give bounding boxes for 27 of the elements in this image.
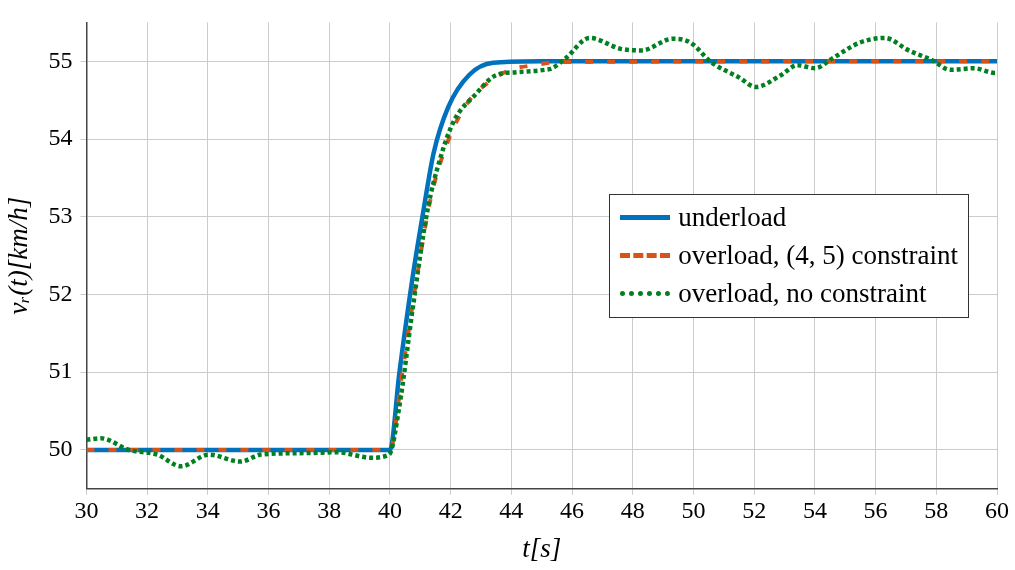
x-tick-label: 56 [863, 497, 888, 524]
x-axis-title: t[s] [522, 532, 562, 563]
x-tick-label: 32 [135, 497, 160, 524]
x-tick-label: 52 [742, 497, 767, 524]
y-tick-label: 53 [48, 202, 73, 229]
x-tick-label: 46 [560, 497, 585, 524]
x-tick-label: 44 [499, 497, 524, 524]
y-axis-title: vᵣ(t)[km/h] [3, 196, 34, 315]
x-tick-label: 50 [681, 497, 706, 524]
x-tick-label: 58 [924, 497, 949, 524]
y-tick-label: 52 [48, 279, 73, 306]
x-tick-label: 42 [438, 497, 463, 524]
legend-label: overload, (4, 5) constraint [678, 240, 958, 272]
y-tick-label: 54 [48, 124, 73, 151]
x-tick-label: 48 [620, 497, 645, 524]
x-tick-label: 40 [377, 497, 402, 524]
x-tick-label: 54 [802, 497, 827, 524]
y-tick-label: 51 [48, 357, 73, 384]
x-tick-label: 38 [317, 497, 342, 524]
y-tick-label: 50 [48, 435, 73, 462]
x-tick-label: 60 [985, 497, 1009, 524]
x-tick-label: 30 [74, 497, 99, 524]
y-tick-label: 55 [48, 46, 73, 73]
legend-label: underload [678, 202, 787, 234]
legend-label: overload, no constraint [678, 278, 927, 310]
x-tick-label: 36 [256, 497, 281, 524]
x-tick-label: 34 [195, 497, 220, 524]
